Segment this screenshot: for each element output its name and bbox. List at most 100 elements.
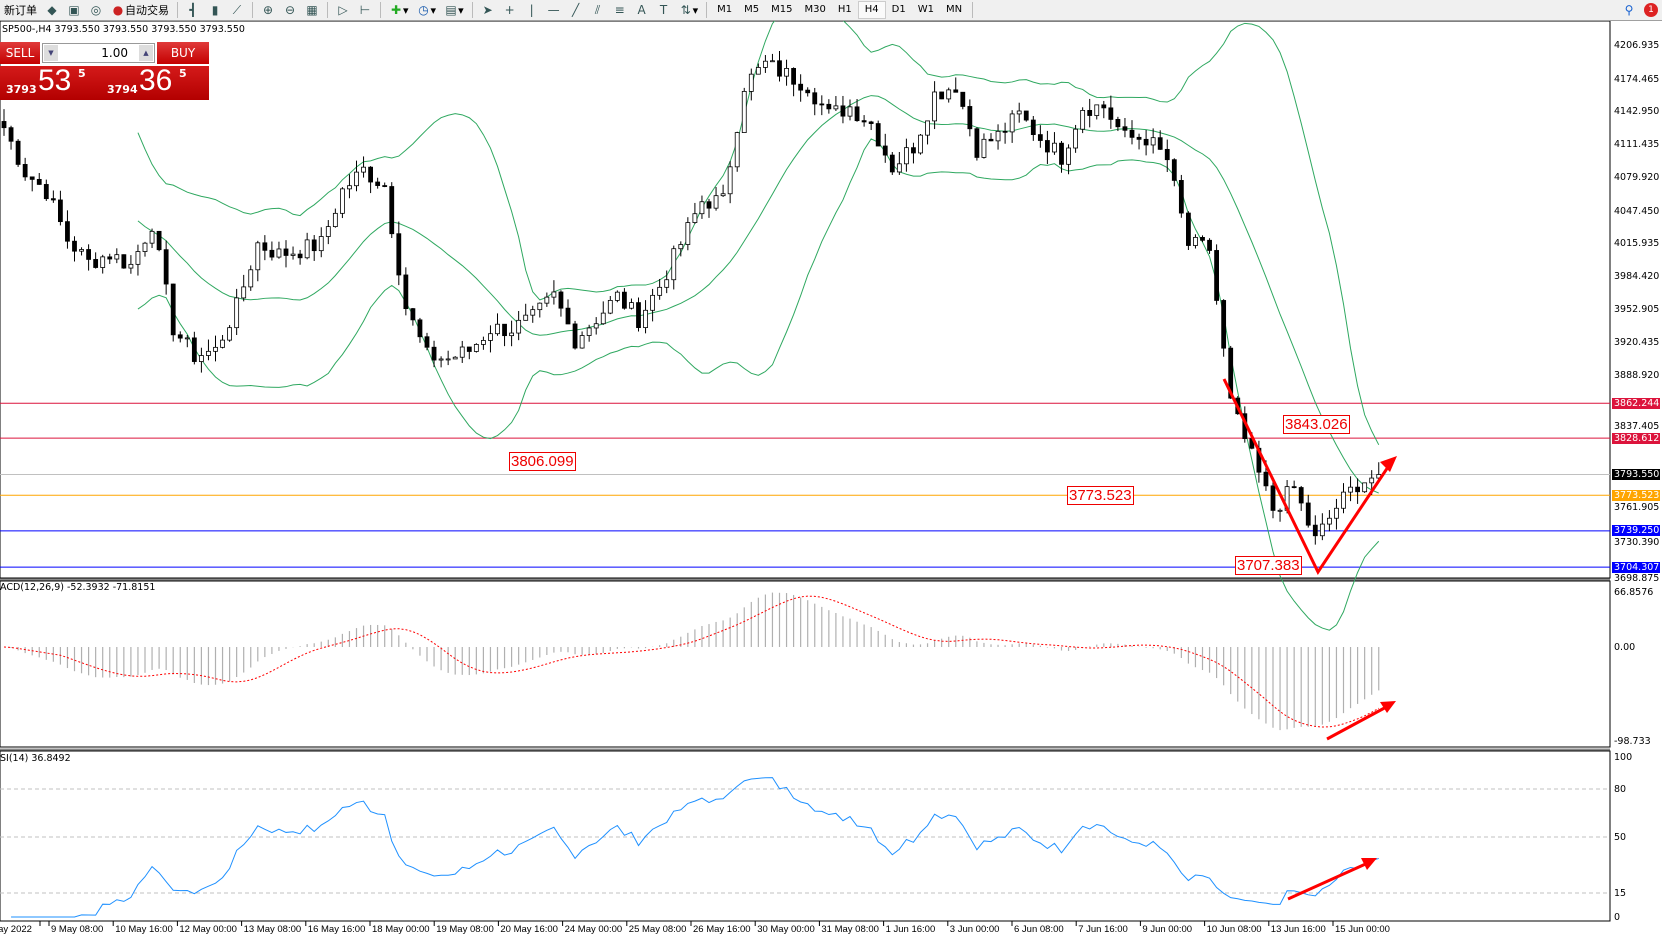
sell-button[interactable]: SELL [0,42,40,64]
vertical-line-icon: | [529,3,534,17]
candle [290,246,296,260]
signals-button[interactable]: ◎ [85,1,107,19]
bar-chart-icon: ┫ [189,3,197,17]
macd-signal-line [3,595,1379,728]
timeframe-m5[interactable]: M5 [744,4,760,15]
candle [1186,211,1191,250]
arrows-button[interactable]: ⇅ ▾ [680,3,699,17]
price-axis-label: 3952.905 [1614,303,1660,315]
timeframe-m30[interactable]: M30 [804,4,826,15]
candle [572,320,578,350]
line-chart-button[interactable]: ⟋ [226,1,248,19]
buy-button[interactable]: BUY [157,42,209,64]
crosshair-button[interactable]: + [499,1,521,19]
date-axis-label: 25 May 08:00 [628,924,687,935]
candle [269,241,275,261]
candle [833,96,839,111]
clock-icon: ◷ [418,3,429,17]
candle [1348,476,1353,502]
lot-increase-button[interactable]: ▲ [139,45,153,61]
indicators-button[interactable]: ✚ ▾ [390,3,409,17]
candle [466,346,472,360]
search-icon: ⚲ [1624,3,1634,17]
tile-windows-button[interactable]: ▦ [301,1,323,19]
auto-scroll-icon: ▷ [338,3,348,17]
candle-chart-button[interactable]: ▮ [204,1,226,19]
candle [325,220,331,245]
auto-scroll-button[interactable]: ▷ [332,1,354,19]
lot-size-input[interactable]: ▼ 1.00 ▲ [42,43,155,63]
text-button[interactable]: A [631,1,653,19]
candle [889,152,895,175]
terminal-button[interactable]: ▣ [63,1,85,19]
grid-icon: ▦ [306,3,318,17]
date-axis-label: 30 May 00:00 [757,924,815,935]
candle [128,255,134,274]
channel-button[interactable]: ⫽ [587,1,609,19]
chart-shift-button[interactable]: ⊢ [354,1,376,19]
timeframe-d1[interactable]: D1 [891,4,906,15]
date-axis-label: 18 May 00:00 [372,924,430,935]
sell-price[interactable]: 3793 53 5 [0,64,102,100]
date-axis-label: 24 May 00:00 [564,924,623,935]
new-order-label: 新订单 [4,4,37,17]
fibonacci-button[interactable]: ≡ [609,1,631,19]
date-axis-label: 10 Jun 08:00 [1206,924,1262,935]
price-annotation: 3707.383 [1235,556,1302,575]
templates-button[interactable]: ▤ ▾ [445,3,464,17]
candle [8,125,14,150]
price-axis-label: 4206.935 [1614,40,1660,52]
candle [424,332,430,351]
price-tag: 3704.307 [1612,561,1660,573]
timeframe-w1[interactable]: W1 [917,4,934,15]
candle [805,87,811,97]
candle [1045,130,1050,165]
timeframe-bar: M1 M5 M15 M30 H1 H4 D1 W1 MN [711,1,968,19]
zoom-in-button[interactable]: ⊕ [257,1,279,19]
macd-axis-label: 66.8576 [1614,586,1654,598]
cursor-button[interactable]: ➤ [477,1,499,19]
candle [368,166,374,194]
horizontal-line-button[interactable]: — [543,1,565,19]
search-button[interactable]: ⚲ [1618,1,1640,19]
trendline-button[interactable]: ╱ [565,1,587,19]
notifications-button[interactable]: 1 [1640,1,1662,19]
zoom-out-button[interactable]: ⊖ [279,1,301,19]
candle [636,297,641,332]
candle [1157,130,1163,150]
candle [713,187,719,211]
candle [551,280,557,305]
timeframe-h4[interactable]: H4 [857,1,886,19]
candle [1164,139,1170,173]
candle [1,109,7,136]
candle [1009,110,1015,143]
candle [826,99,832,114]
auto-trading-button[interactable]: ● 自动交易 [107,1,173,19]
candle [396,221,402,286]
periods-button[interactable]: ◷ ▾ [418,3,437,17]
candle [1334,498,1339,530]
timeframe-m15[interactable]: M15 [771,4,793,15]
lot-decrease-button[interactable]: ▼ [44,45,58,61]
candle [932,81,937,130]
candle [1277,508,1283,522]
timeframe-mn[interactable]: MN [945,4,963,15]
one-click-trading-panel: SELL ▼ 1.00 ▲ BUY 3793 53 5 3794 36 5 [0,42,209,100]
candle [347,174,352,199]
candle [586,324,592,342]
candle [29,176,35,192]
timeframe-m1[interactable]: M1 [717,4,733,15]
auto-trading-label: 自动交易 [125,4,169,17]
candle [925,120,930,145]
vertical-line-button[interactable]: | [521,1,543,19]
buy-price[interactable]: 3794 36 5 [101,64,209,100]
timeframe-h1[interactable]: H1 [837,4,852,15]
text-label-button[interactable]: T [653,1,675,19]
bar-chart-button[interactable]: ┫ [182,1,204,19]
price-axis-label: 4142.950 [1614,106,1660,118]
metaeditor-button[interactable]: ◆ [41,1,63,19]
date-axis-label: 20 May 16:00 [500,924,558,935]
new-order-button[interactable]: 新订单 [0,1,41,19]
candle [629,298,634,310]
